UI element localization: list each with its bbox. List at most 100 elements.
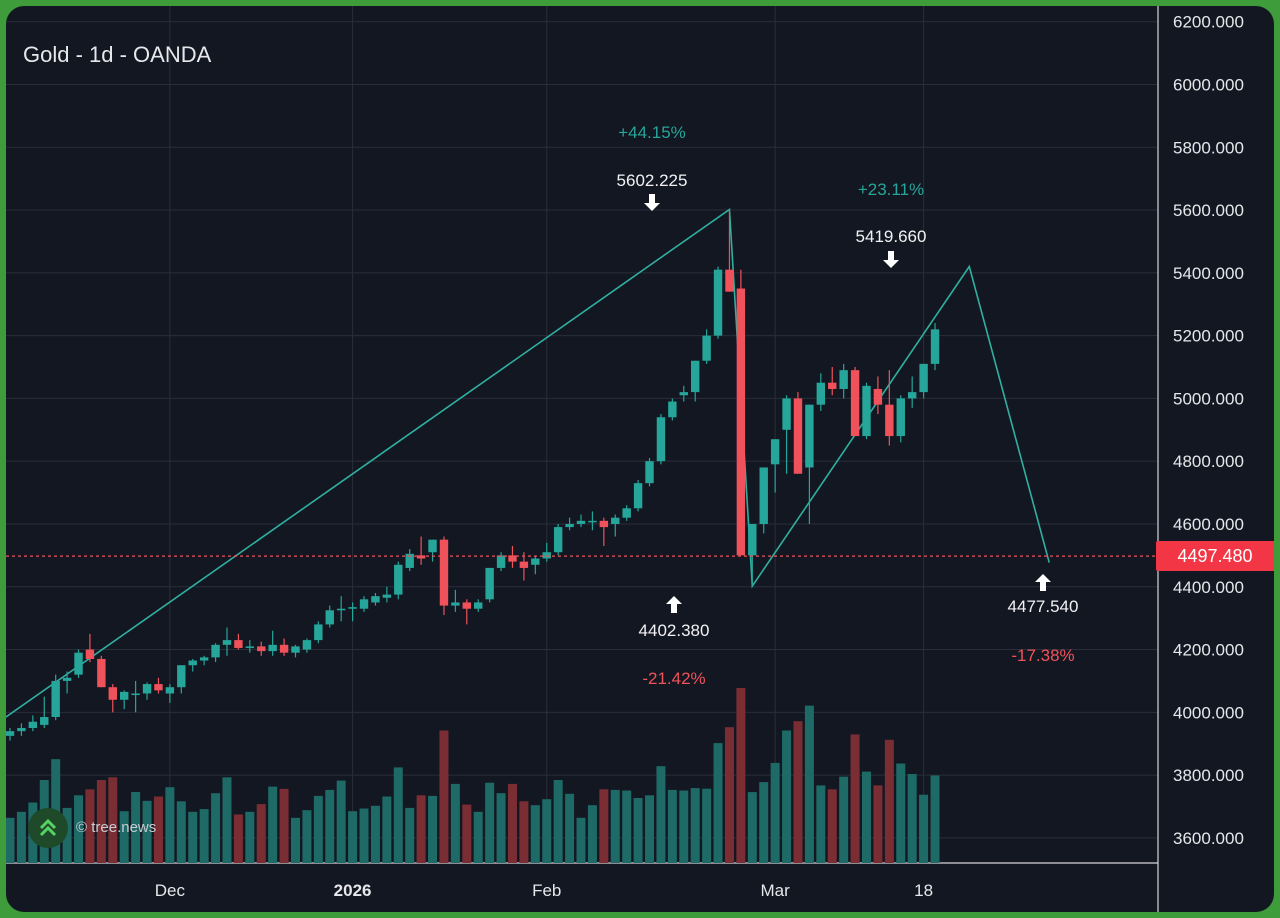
candle[interactable] — [691, 360, 700, 393]
candle[interactable] — [382, 594, 392, 598]
candle[interactable] — [268, 644, 277, 652]
candle[interactable] — [576, 520, 586, 524]
candle[interactable] — [713, 269, 723, 336]
candle[interactable] — [451, 602, 460, 606]
candle[interactable] — [348, 607, 357, 609]
volume-bar — [336, 780, 346, 863]
candle[interactable] — [633, 483, 643, 509]
candle[interactable] — [770, 439, 780, 465]
candle[interactable] — [222, 640, 232, 645]
candle[interactable] — [542, 552, 551, 559]
candle[interactable] — [816, 382, 826, 405]
candle[interactable] — [120, 691, 129, 700]
candle[interactable] — [611, 517, 620, 524]
volume-bar — [450, 783, 460, 863]
candle[interactable] — [359, 599, 369, 609]
candle[interactable] — [702, 335, 711, 361]
candle[interactable] — [519, 561, 529, 568]
candle[interactable] — [679, 392, 688, 396]
candle[interactable] — [291, 646, 300, 653]
candle[interactable] — [314, 624, 323, 641]
candle[interactable] — [828, 382, 837, 389]
candle[interactable] — [531, 558, 540, 565]
candle[interactable] — [553, 527, 563, 553]
percent-change-label: -21.42% — [642, 669, 705, 688]
candle[interactable] — [885, 404, 894, 437]
candle[interactable] — [839, 370, 848, 389]
candle[interactable] — [165, 687, 175, 694]
price-chart[interactable]: 6200.000 6000.000 5800.000 5600.000 5400.000… — [6, 6, 1274, 912]
volume-bar — [690, 788, 700, 863]
candle[interactable] — [588, 520, 597, 523]
candle[interactable] — [188, 660, 197, 666]
candle[interactable] — [74, 652, 83, 675]
candle[interactable] — [62, 677, 72, 681]
candle[interactable] — [6, 731, 15, 736]
candle[interactable] — [51, 680, 60, 718]
pivot-price-label: 5419.660 — [856, 227, 927, 246]
candle[interactable] — [850, 370, 860, 437]
candle[interactable] — [645, 461, 654, 484]
volume-bar — [610, 789, 620, 863]
volume-bar — [393, 767, 403, 863]
candle[interactable] — [245, 646, 255, 648]
pivot-price-label: 4477.540 — [1008, 597, 1079, 616]
candle[interactable] — [622, 508, 631, 518]
candle[interactable] — [199, 657, 209, 661]
candle[interactable] — [142, 684, 152, 694]
candle[interactable] — [474, 602, 483, 609]
volume-bar — [645, 795, 655, 863]
x-tick-label: Mar — [760, 881, 790, 900]
candle[interactable] — [257, 646, 266, 652]
candle[interactable] — [496, 555, 506, 568]
candle[interactable] — [394, 564, 403, 595]
candle[interactable] — [85, 649, 95, 659]
candle[interactable] — [108, 687, 117, 700]
volume-bar — [302, 810, 312, 863]
candle[interactable] — [416, 555, 426, 559]
candle[interactable] — [782, 398, 791, 430]
candle[interactable] — [336, 608, 346, 611]
candle[interactable] — [40, 717, 49, 725]
candle[interactable] — [805, 404, 814, 468]
candle[interactable] — [131, 693, 140, 696]
candle[interactable] — [599, 520, 609, 528]
candle[interactable] — [873, 388, 883, 405]
volume-bar — [370, 805, 380, 863]
candle[interactable] — [668, 401, 677, 418]
candle[interactable] — [907, 392, 917, 399]
candle[interactable] — [793, 398, 803, 474]
candle[interactable] — [462, 602, 471, 609]
candle[interactable] — [930, 329, 940, 364]
candle[interactable] — [736, 288, 746, 556]
volume-bar — [462, 804, 472, 863]
candle[interactable] — [371, 596, 380, 603]
candle[interactable] — [325, 610, 334, 625]
candle[interactable] — [28, 721, 38, 729]
candle[interactable] — [656, 417, 666, 462]
candle[interactable] — [405, 553, 414, 568]
candle[interactable] — [485, 567, 494, 600]
candle[interactable] — [508, 555, 517, 562]
candle[interactable] — [759, 467, 768, 524]
candle[interactable] — [154, 684, 163, 691]
candle[interactable] — [439, 539, 449, 606]
candle[interactable] — [279, 644, 289, 653]
candle[interactable] — [97, 658, 106, 688]
y-tick-label: 4400.000 — [1173, 578, 1244, 597]
candle[interactable] — [302, 640, 312, 650]
candle[interactable] — [919, 363, 928, 393]
candle[interactable] — [428, 539, 437, 553]
watermark-text: © tree.news — [76, 819, 157, 836]
candle[interactable] — [748, 523, 757, 556]
candle[interactable] — [211, 644, 220, 658]
volume-bar — [131, 792, 141, 863]
candle[interactable] — [725, 269, 734, 292]
candle[interactable] — [234, 640, 243, 648]
candle[interactable] — [177, 665, 186, 688]
candle[interactable] — [896, 398, 905, 437]
candle[interactable] — [565, 523, 574, 528]
volume-bar — [759, 782, 769, 863]
candle[interactable] — [862, 385, 871, 437]
candle[interactable] — [17, 728, 26, 732]
